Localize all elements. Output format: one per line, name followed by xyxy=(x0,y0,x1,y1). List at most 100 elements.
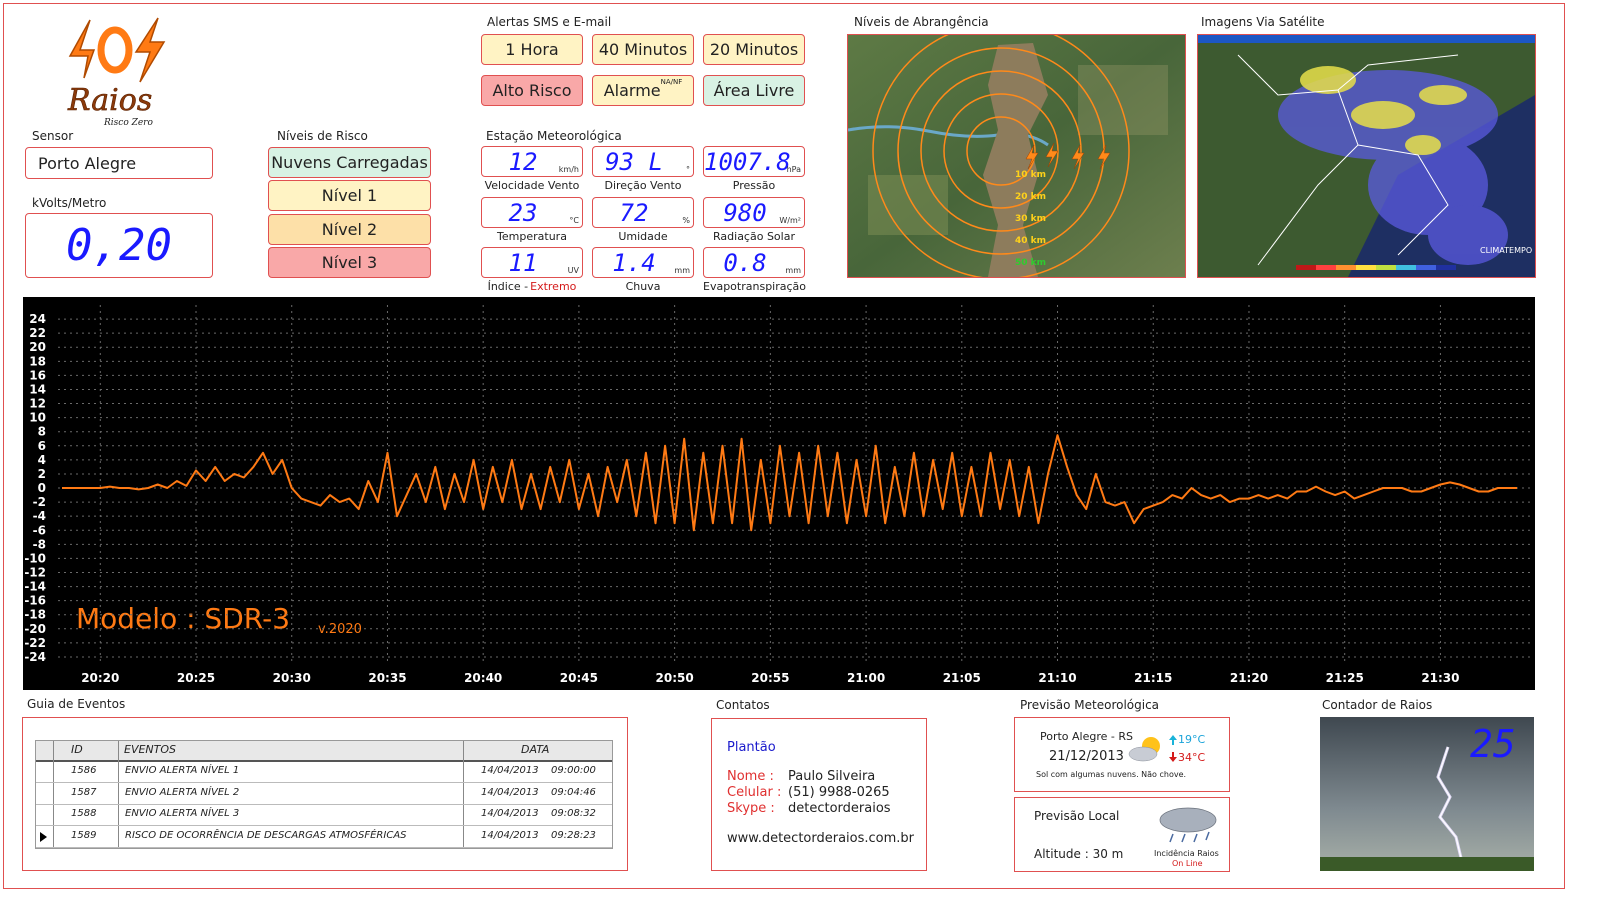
reading-box: 1007.8 hPa xyxy=(703,146,805,177)
x-tick-label: 20:55 xyxy=(751,671,789,685)
sensor-value: Porto Alegre xyxy=(38,154,137,173)
arrow-up xyxy=(1169,735,1177,745)
contacts-title: Contatos xyxy=(716,698,770,712)
y-tick-label: 14 xyxy=(29,382,46,396)
event-cell: ENVIO ALERTA NÍVEL 2 xyxy=(125,786,240,798)
reading-label-text: Umidade xyxy=(618,230,668,243)
reading-value: 11 xyxy=(508,249,538,277)
range-ring xyxy=(872,35,1130,277)
row-line xyxy=(36,825,612,826)
column-divider xyxy=(463,741,464,848)
reading-label-text: Radiação Solar xyxy=(713,230,795,243)
reading-unit: UV xyxy=(567,266,579,275)
reading-box: 0.8 mm xyxy=(703,247,805,278)
x-tick-label: 20:45 xyxy=(560,671,598,685)
reading-label-text: Velocidade Vento xyxy=(484,179,580,192)
x-tick-label: 21:20 xyxy=(1230,671,1268,685)
risk-level[interactable]: Nuvens Carregadas xyxy=(268,147,431,178)
reading-label-text: Direção Vento xyxy=(604,179,682,192)
storm-cell xyxy=(1351,101,1415,129)
reading-value: 1007.8 xyxy=(704,148,791,176)
forecast-title: Previsão Meteorológica xyxy=(1020,698,1160,712)
alert-button[interactable]: 1 Hora xyxy=(481,34,583,65)
reading-label: Direção Vento xyxy=(592,179,694,192)
x-tick-label: 21:30 xyxy=(1421,671,1459,685)
weather-icon xyxy=(1128,737,1160,762)
column-divider xyxy=(118,741,119,848)
logo-name: Raios xyxy=(67,83,152,118)
contacts-duty: Plantão xyxy=(727,740,776,755)
sky xyxy=(1320,717,1534,871)
contacts-website[interactable]: www.detectorderaios.com.br xyxy=(727,831,915,846)
row-line xyxy=(36,803,612,805)
reading-value: 23 xyxy=(508,199,538,227)
ring-label: 50 km xyxy=(1015,258,1046,268)
reading-box: 11 UV xyxy=(481,247,583,278)
chart-version: v.2020 xyxy=(318,622,362,637)
alert-label: 20 Minutos xyxy=(709,40,799,59)
y-tick-label: -6 xyxy=(33,523,46,537)
alert-button[interactable]: 20 Minutos xyxy=(703,34,805,65)
contacts-box: Plantão Nome : Paulo Silveira Celular : (51… xyxy=(711,718,927,871)
reading-unit: W/m² xyxy=(779,216,801,225)
alert-sup: NA/NF xyxy=(660,77,683,86)
alert-button[interactable]: Alarme NA/NF xyxy=(592,75,694,106)
x-tick-label: 21:10 xyxy=(1038,671,1076,685)
storm-cell xyxy=(1300,66,1356,94)
counter-image xyxy=(1320,717,1534,871)
storm-icon xyxy=(1159,807,1217,843)
reading-box: 980 W/m² xyxy=(703,197,805,228)
field-box: 0,20 xyxy=(25,213,213,278)
risk-level[interactable]: Nível 1 xyxy=(268,180,431,212)
alert-button[interactable]: 40 Minutos xyxy=(592,34,694,65)
ground xyxy=(1320,857,1534,871)
x-tick-label: 20:20 xyxy=(81,671,119,685)
rain xyxy=(1169,831,1210,843)
field xyxy=(1078,65,1168,135)
range-ring xyxy=(966,116,1036,186)
sensor-box[interactable]: Porto Alegre xyxy=(25,147,213,179)
borders xyxy=(1237,54,1459,266)
y-tick-label: -22 xyxy=(24,636,46,650)
storm-cell xyxy=(1405,135,1441,155)
reading-label: Velocidade Vento xyxy=(481,179,583,192)
forecast-low: 34°C xyxy=(1178,751,1206,764)
reading-label: Índice - Extremo xyxy=(481,280,583,293)
scale-step xyxy=(1336,265,1356,270)
contact-value: (51) 9988-0265 xyxy=(788,785,890,800)
forecast-summary: Sol com algumas nuvens. Não chove. xyxy=(1036,770,1187,779)
event-cell: 14/04/2013 xyxy=(481,808,539,819)
row-line xyxy=(36,782,612,783)
event-cell: 14/04/2013 xyxy=(481,829,539,841)
event-cell: 1588 xyxy=(71,808,97,819)
column-divider xyxy=(53,741,54,848)
scale-step xyxy=(1296,265,1316,270)
event-cell: 1587 xyxy=(71,786,97,798)
scale-step xyxy=(1416,265,1436,270)
frame xyxy=(3,3,1565,889)
forecast-city: Porto Alegre - RS xyxy=(1040,730,1134,743)
column-header: ID xyxy=(71,743,83,756)
reading-value: 72 xyxy=(619,199,649,227)
x-tick-label: 20:30 xyxy=(273,671,311,685)
reading-box: 93 L ° xyxy=(592,146,694,177)
reading-box: 1.4 mm xyxy=(592,247,694,278)
event-cell: 14/04/2013 xyxy=(481,786,539,798)
y-tick-label: 4 xyxy=(38,453,46,467)
reading-label-text: Pressão xyxy=(732,179,776,192)
alert-button[interactable]: Alto Risco xyxy=(481,75,583,106)
reading-box: 12 km/h xyxy=(481,146,583,177)
local-altitude: Altitude : 30 m xyxy=(1034,847,1124,861)
x-tick-label: 20:40 xyxy=(464,671,502,685)
risk-level[interactable]: Nível 2 xyxy=(268,213,431,245)
station-title: Estação Meteorológica xyxy=(486,129,622,143)
y-tick-label: -4 xyxy=(33,509,46,523)
counter-value: 25 xyxy=(1470,722,1516,766)
risk-level[interactable]: Nível 3 xyxy=(268,246,431,278)
reading-unit: % xyxy=(682,216,690,225)
event-cell: 09:28:23 xyxy=(551,829,596,841)
alert-button[interactable]: Área Livre xyxy=(703,75,805,106)
reading-value: 12 xyxy=(508,148,538,176)
ring-label: 40 km xyxy=(1015,236,1046,246)
